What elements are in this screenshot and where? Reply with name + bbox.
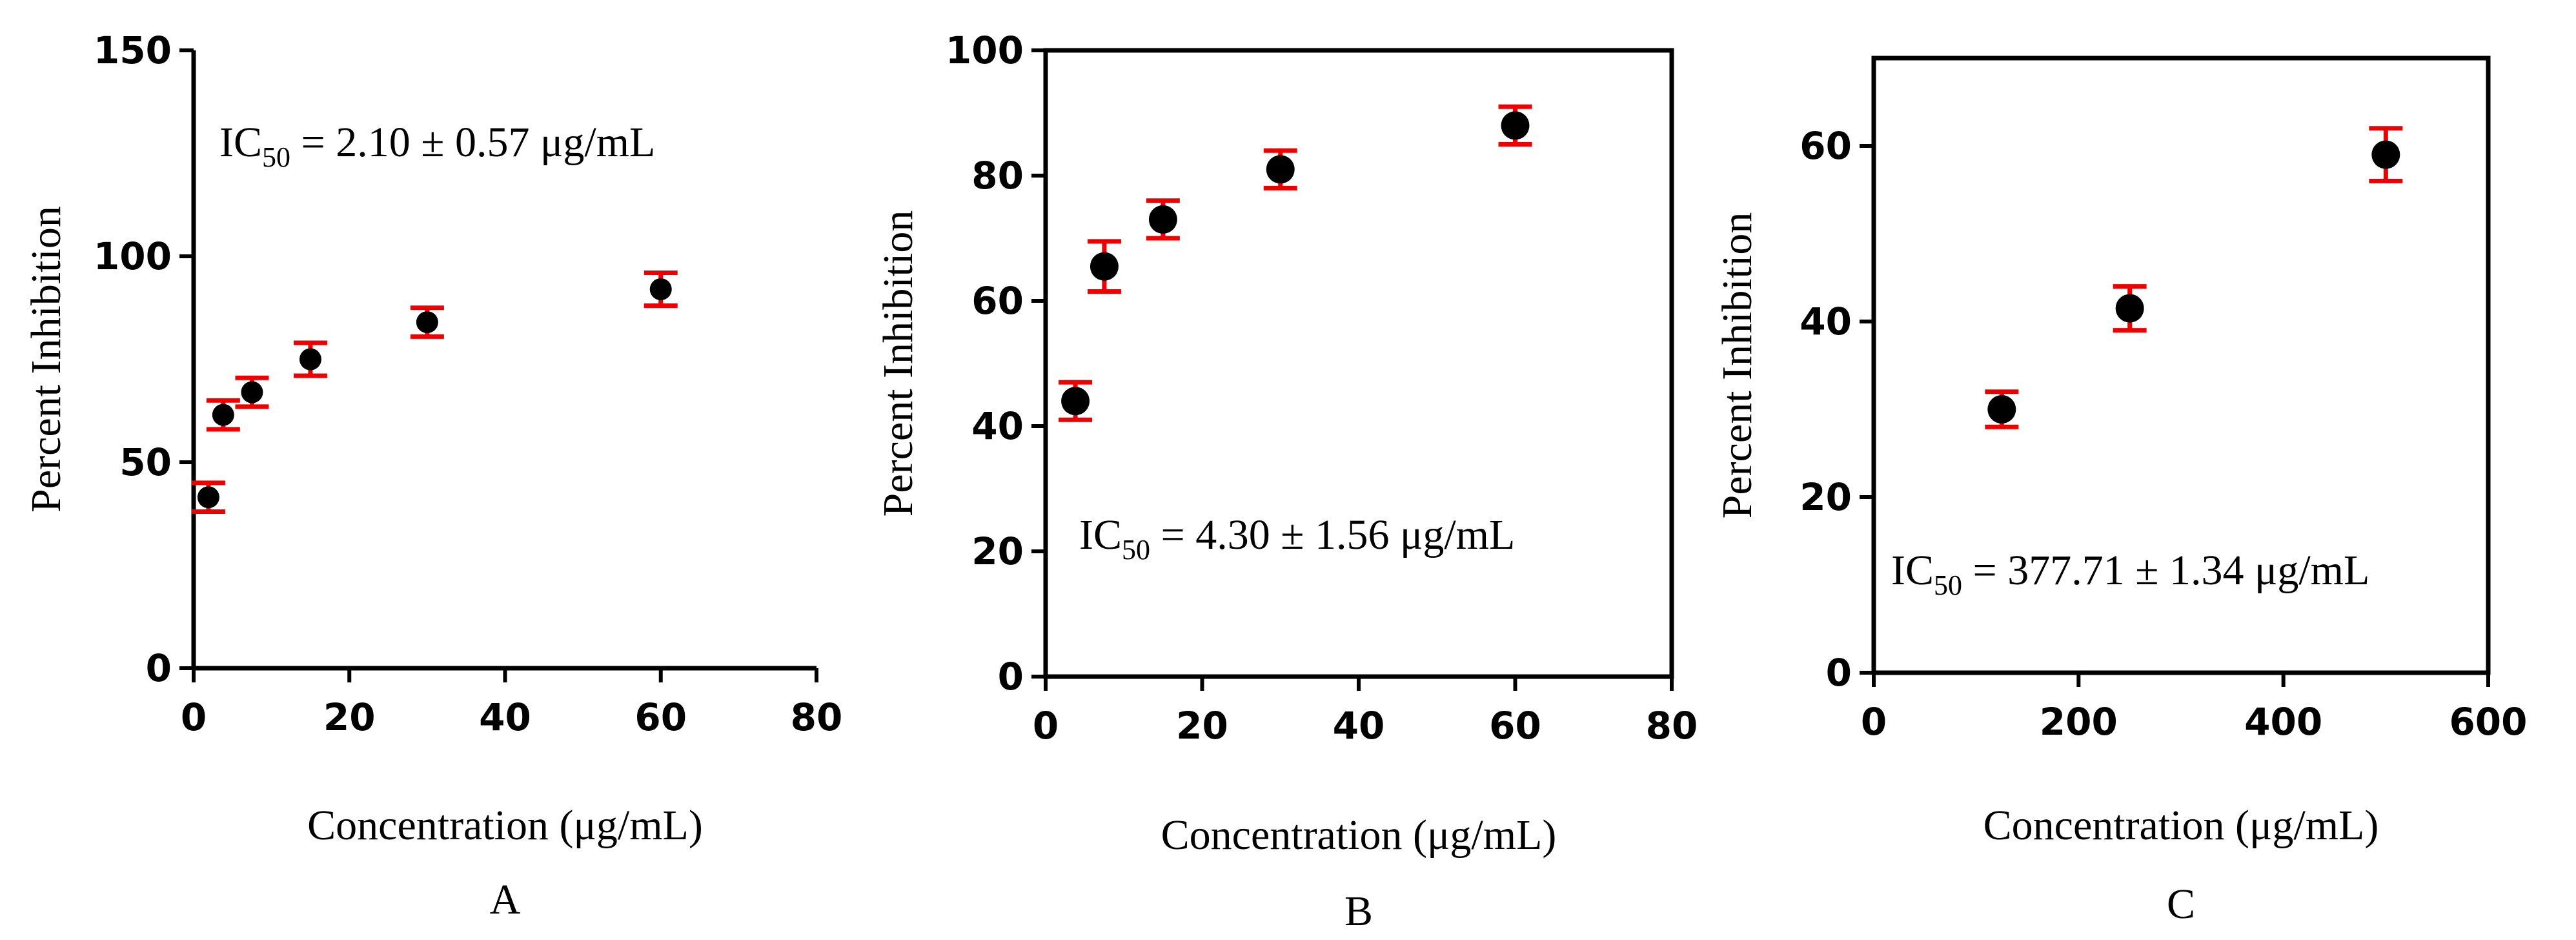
data-point — [1146, 198, 1180, 241]
data-marker — [1061, 387, 1090, 416]
x-tick-label: 0 — [181, 695, 207, 739]
x-tick-label: 600 — [2449, 700, 2527, 744]
data-point — [191, 480, 225, 515]
data-marker — [299, 348, 321, 371]
x-tick-label: 80 — [1646, 704, 1698, 748]
y-tick-label: 40 — [971, 404, 1024, 448]
x-tick-label: 40 — [479, 695, 531, 739]
data-marker — [416, 311, 438, 334]
data-marker — [1987, 395, 2016, 424]
data-marker — [1501, 111, 1530, 140]
x-tick-label: 60 — [1489, 704, 1541, 748]
x-axis-title: Concentration (μg/mL) — [1983, 802, 2379, 849]
data-marker — [197, 486, 219, 509]
ic50-annotation: IC50 = 377.71 ± 1.34 μg/mL — [1891, 547, 2369, 601]
y-tick-label: 0 — [1826, 651, 1852, 695]
data-point — [206, 398, 240, 432]
y-tick-label: 80 — [971, 154, 1024, 198]
data-point — [2369, 126, 2403, 183]
x-tick-label: 400 — [2244, 700, 2322, 744]
plot-frame — [1871, 56, 2491, 675]
data-point — [235, 375, 269, 409]
data-marker — [212, 404, 234, 426]
data-marker — [649, 278, 672, 301]
y-tick-label: 40 — [1800, 300, 1852, 343]
data-point — [1498, 104, 1532, 147]
data-marker — [1090, 252, 1119, 281]
data-marker — [1148, 205, 1177, 234]
x-tick-label: 80 — [791, 695, 843, 739]
x-tick-label: 20 — [1176, 704, 1228, 748]
panel-label: B — [1344, 888, 1373, 935]
y-tick-label: 20 — [1800, 475, 1852, 519]
data-point — [1985, 389, 2019, 429]
x-tick-label: 20 — [323, 695, 376, 739]
y-tick-label: 0 — [146, 646, 172, 690]
y-tick-label: 60 — [1800, 124, 1852, 168]
data-marker — [1266, 155, 1295, 184]
y-tick-label: 60 — [971, 279, 1024, 323]
ic50-annotation: IC50 = 4.30 ± 1.56 μg/mL — [1079, 511, 1515, 566]
data-point — [410, 305, 444, 339]
x-tick-label: 200 — [2040, 700, 2118, 744]
data-marker — [2371, 140, 2400, 169]
y-tick-label: 20 — [971, 529, 1024, 573]
y-tick-label: 100 — [94, 234, 172, 278]
y-axis-title: Percent Inhibition — [1714, 212, 1761, 519]
x-tick-label: 0 — [1861, 700, 1887, 744]
panel-label: C — [2167, 881, 2195, 928]
plot-frame — [1043, 48, 1674, 679]
y-tick-label: 0 — [998, 655, 1024, 699]
panel-b: 0 20 40 60 80 100 0 20 40 60 80 Percent Inhibition C… — [875, 28, 1698, 935]
x-axis-title: Concentration (μg/mL) — [307, 802, 703, 849]
y-tick-label: 100 — [946, 28, 1024, 72]
data-point — [293, 340, 327, 378]
data-marker — [241, 381, 263, 404]
y-tick-label: 50 — [119, 440, 172, 484]
data-point — [644, 271, 678, 309]
data-marker — [2115, 294, 2144, 323]
data-point — [1263, 148, 1297, 190]
panel-label: A — [490, 876, 521, 923]
y-tick-label: 150 — [94, 28, 172, 72]
ic50-annotation: IC50 = 2.10 ± 0.57 μg/mL — [219, 119, 655, 173]
data-point — [1059, 380, 1093, 422]
panel-a: 0 50 100 150 0 20 40 60 80 Percent Inhibition Conc… — [23, 28, 842, 923]
data-point — [1087, 239, 1121, 294]
x-axis-title: Concentration (μg/mL) — [1161, 812, 1557, 859]
x-tick-label: 40 — [1333, 704, 1385, 748]
y-axis-title: Percent Inhibition — [875, 210, 922, 517]
x-tick-label: 60 — [634, 695, 687, 739]
data-point — [2113, 284, 2147, 333]
y-axis-title: Percent Inhibition — [23, 206, 70, 513]
x-tick-label: 0 — [1033, 704, 1059, 748]
